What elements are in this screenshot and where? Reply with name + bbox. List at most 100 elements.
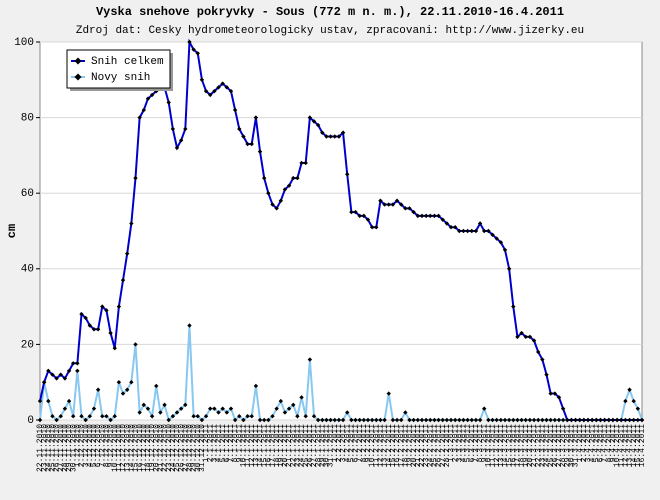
x-tick-label: 3.4.2011: [584, 424, 593, 463]
point: [469, 417, 474, 423]
point: [523, 334, 528, 340]
point: [490, 232, 495, 237]
x-tick-label: 14.3.2011: [501, 424, 510, 467]
point: [216, 85, 221, 90]
x-tick-label: 16.3.2011: [509, 424, 518, 467]
point: [133, 175, 138, 181]
point: [46, 368, 51, 374]
point: [286, 183, 292, 188]
point: [203, 414, 209, 419]
point: [133, 342, 138, 347]
point: [66, 368, 72, 374]
point: [423, 417, 429, 423]
point: [494, 236, 499, 241]
point: [37, 417, 43, 423]
x-tick-label: 12.4.2011: [622, 424, 631, 467]
point: [432, 417, 437, 423]
point: [631, 398, 636, 404]
point: [116, 380, 122, 385]
x-tick-label: 5.12.2010: [90, 424, 99, 467]
x-tick-label: 16.12.2010: [136, 424, 145, 472]
x-tick-label: 28.1.2011: [314, 424, 323, 467]
point: [241, 134, 246, 139]
point: [324, 134, 329, 139]
x-tick-label: 17.3.2011: [514, 424, 523, 467]
point: [266, 417, 271, 423]
x-tick-label: 10.2.2011: [368, 424, 377, 467]
point: [444, 221, 450, 226]
point: [589, 417, 595, 423]
marks-layer: [37, 38, 645, 423]
point: [473, 228, 479, 234]
x-tick-label: 17.12.2010: [140, 424, 149, 472]
point: [58, 414, 63, 419]
x-tick-label: 30.3.2011: [568, 424, 577, 467]
point: [253, 115, 259, 120]
point: [556, 417, 562, 423]
point: [369, 225, 375, 230]
x-tick-label: 9.3.2011: [480, 424, 489, 463]
point: [50, 372, 55, 377]
x-tick-label: 15.2.2011: [389, 424, 398, 467]
point: [91, 406, 97, 411]
point: [170, 414, 176, 419]
x-tick-label: 9.1.2011: [235, 424, 244, 463]
x-tick-label: 7.2.2011: [356, 424, 365, 463]
point: [390, 202, 396, 207]
point: [536, 417, 541, 423]
x-tick-label: 29.12.2010: [190, 424, 199, 472]
x-tick-label: 26.3.2011: [551, 424, 560, 467]
point: [536, 349, 541, 355]
x-tick-label: 20.2.2011: [410, 424, 419, 467]
point: [365, 217, 371, 222]
point: [141, 107, 146, 113]
point: [527, 417, 533, 423]
point: [141, 402, 146, 408]
point: [191, 414, 196, 419]
point: [386, 202, 391, 207]
point: [54, 376, 59, 381]
legend-box: [66, 49, 171, 89]
point: [399, 417, 404, 423]
point: [457, 228, 462, 234]
point: [515, 417, 520, 423]
point: [41, 380, 47, 385]
x-tick-label: 7.12.2010: [98, 424, 107, 467]
point: [166, 100, 171, 105]
point: [307, 357, 313, 362]
legend-marker: [74, 57, 82, 65]
y-tick-label: 60: [21, 188, 34, 200]
point: [614, 417, 620, 423]
point: [75, 361, 80, 366]
point: [232, 107, 238, 113]
x-tick-label: 22.12.2010: [161, 424, 170, 472]
point: [154, 383, 159, 389]
point: [399, 202, 404, 207]
x-tick-label: 25.11.2010: [49, 424, 58, 472]
point: [50, 414, 55, 419]
point: [261, 417, 267, 423]
x-tick-label: 6.2.2011: [352, 424, 361, 463]
x-tick-label: 10.1.2011: [240, 424, 249, 467]
x-tick-label: 28.3.2011: [559, 424, 568, 467]
x-tick-label: 14.12.2010: [127, 424, 136, 472]
x-tick-label: 17.2.2011: [397, 424, 406, 467]
x-tick-label: 22.3.2011: [534, 424, 543, 467]
point: [120, 277, 126, 283]
x-tick-label: 10.12.2010: [111, 424, 120, 472]
point: [623, 398, 628, 404]
point: [100, 414, 105, 419]
x-tick-label: 30.12.2010: [194, 424, 203, 472]
x-tick-label: 24.12.2010: [169, 424, 178, 472]
point: [108, 417, 113, 423]
x-tick-label: 23.2.2011: [422, 424, 431, 467]
point: [216, 410, 221, 415]
point: [66, 398, 72, 404]
point: [241, 417, 246, 423]
point: [212, 406, 217, 411]
point: [137, 115, 142, 120]
point: [527, 334, 533, 340]
x-tick-label: 29.1.2011: [318, 424, 327, 467]
point: [598, 417, 603, 423]
x-tick-label: 29.11.2010: [65, 424, 74, 472]
